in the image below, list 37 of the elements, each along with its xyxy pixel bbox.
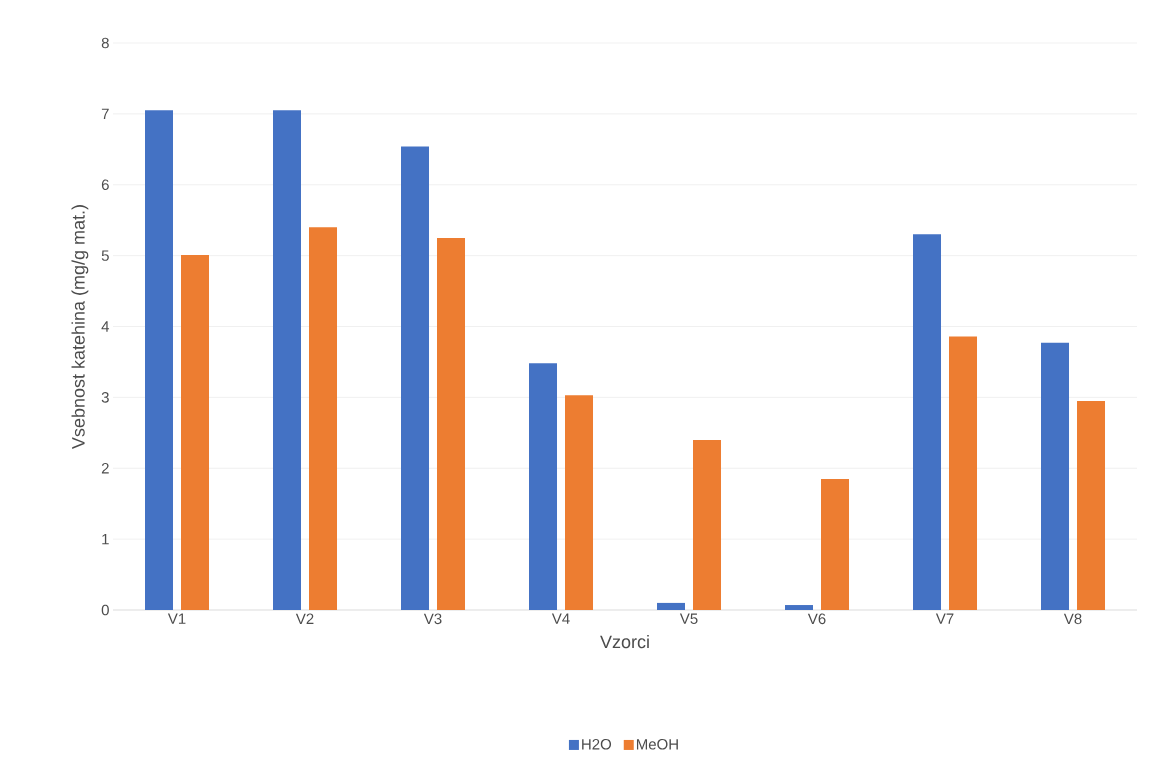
y-tick-label: 8 [101,37,109,49]
bar [1077,400,1106,610]
bar [657,602,685,610]
y-tick-label: 1 [102,533,109,545]
x-tick-label: V6 [807,613,826,625]
bar [821,478,849,610]
y-tick-label: 2 [101,463,109,474]
bar [565,395,593,610]
y-tick-label: 6 [101,179,109,191]
bar [145,110,173,610]
bar [309,227,337,610]
y-tick-label: 3 [101,392,109,403]
x-tick-label: V7 [935,613,954,624]
bar [1041,342,1070,610]
y-tick-label: 5 [101,250,109,261]
bar [437,237,465,610]
x-tick-label: V5 [679,613,698,624]
y-tick-label: 0 [101,604,109,616]
legend-label: H2O [582,738,612,750]
bar [273,110,301,610]
y-axis-title: Vsebnost katehina (mg/g mat.) [71,205,89,449]
x-tick-label: V4 [551,613,570,624]
bar [693,439,721,610]
y-tick-label: 4 [101,321,110,332]
legend-label: MeOH [636,738,678,750]
bar [181,254,209,610]
bar [529,363,557,610]
x-tick-label: V1 [167,613,186,624]
bar [913,234,941,610]
x-axis-title: Vzorci [600,634,649,649]
bar [949,336,977,610]
x-tick-label: V8 [1063,613,1082,625]
bar [401,146,429,610]
y-tick-label: 7 [101,108,109,120]
x-tick-label: V2 [295,613,314,624]
bar [785,605,813,610]
x-tick-label: V3 [423,613,442,625]
